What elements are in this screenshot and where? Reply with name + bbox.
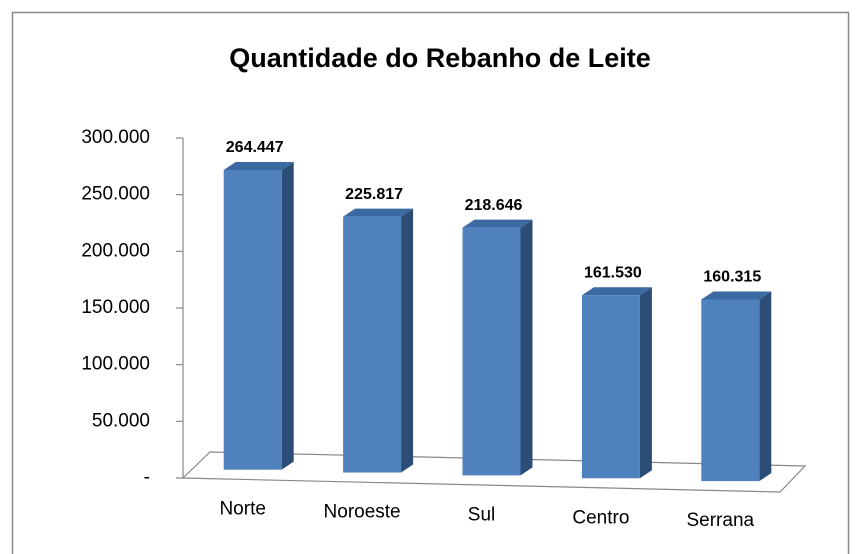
x-tick-label: Centro (572, 507, 629, 528)
bar-side (759, 291, 772, 482)
bar (701, 299, 760, 482)
value-label: 264.447 (226, 139, 284, 156)
y-tick-label: 150.000 (81, 297, 150, 318)
value-label: 218.646 (465, 197, 523, 214)
bar (343, 216, 402, 473)
bar-top (462, 219, 533, 228)
x-tick-label: Norte (219, 499, 265, 520)
x-tick-label: Serrana (686, 510, 754, 531)
value-label: 160.315 (703, 269, 761, 286)
bar-top (581, 287, 652, 296)
bar (223, 169, 282, 470)
bar-top (701, 291, 772, 300)
bar (462, 227, 521, 476)
x-tick-label: Sul (468, 504, 495, 525)
bar (581, 295, 640, 479)
floor (181, 451, 807, 493)
value-label: 225.817 (345, 186, 403, 203)
y-tick-label: 100.000 (81, 354, 150, 375)
bar-side (281, 161, 294, 470)
bar-side (639, 287, 652, 479)
y-tick-label: 250.000 (81, 184, 150, 205)
y-tick-label: 300.000 (81, 127, 150, 148)
y-tick-label: - (144, 467, 150, 488)
bar-top (343, 208, 414, 217)
x-tick-label: Noroeste (324, 502, 401, 523)
y-tick-label: 50.000 (92, 410, 150, 431)
chart-title: Quantidade do Rebanho de Leite (229, 43, 651, 73)
y-tick-label: 200.000 (81, 240, 150, 261)
value-label: 161.530 (584, 264, 642, 281)
bar-side (401, 208, 414, 473)
bar-top (223, 161, 294, 170)
bar-side (520, 219, 533, 476)
